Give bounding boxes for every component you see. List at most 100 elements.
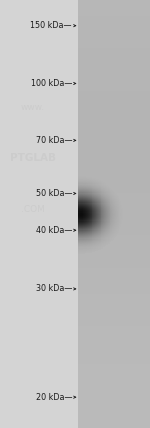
Bar	[79, 206, 80, 207]
Bar	[79, 199, 80, 200]
Bar	[113, 224, 114, 225]
Bar	[96, 211, 97, 213]
Bar	[100, 190, 101, 191]
Bar	[91, 206, 92, 207]
Bar	[103, 220, 104, 222]
Bar	[105, 208, 106, 209]
Bar	[85, 225, 86, 226]
Bar	[80, 240, 81, 241]
Bar	[81, 178, 82, 179]
Bar	[91, 218, 92, 219]
Bar	[78, 190, 79, 191]
Bar	[86, 251, 87, 252]
Bar	[90, 205, 91, 206]
Bar	[94, 177, 95, 178]
Bar	[120, 209, 121, 210]
Bar	[115, 206, 116, 207]
Bar	[112, 189, 113, 190]
Bar	[106, 186, 107, 187]
Bar	[93, 193, 94, 195]
Bar	[84, 233, 85, 234]
Bar	[80, 233, 81, 234]
Bar	[96, 186, 97, 187]
Bar	[96, 196, 97, 197]
Bar	[103, 191, 104, 193]
Bar	[89, 199, 90, 200]
Bar	[92, 249, 93, 250]
Bar	[88, 231, 89, 232]
Bar	[104, 218, 105, 219]
Bar	[89, 237, 90, 238]
Bar	[82, 240, 83, 241]
Bar	[110, 188, 111, 189]
Bar	[98, 216, 99, 217]
Bar	[81, 253, 82, 254]
Bar	[85, 179, 86, 180]
Bar	[79, 222, 80, 223]
Bar	[96, 208, 97, 209]
Bar	[113, 204, 114, 205]
Bar	[83, 243, 84, 244]
Bar	[113, 191, 114, 193]
Bar	[113, 229, 114, 231]
Bar	[91, 251, 92, 252]
Bar	[89, 215, 90, 216]
Bar	[119, 211, 120, 213]
Bar	[117, 204, 118, 205]
Bar	[95, 236, 96, 237]
Bar	[91, 223, 92, 224]
Bar	[83, 217, 84, 218]
Bar	[82, 252, 83, 253]
Bar	[83, 227, 84, 229]
Bar	[107, 231, 108, 232]
Bar	[110, 231, 111, 232]
Bar	[80, 213, 81, 214]
Bar	[80, 253, 81, 254]
Bar	[94, 213, 95, 214]
Bar	[82, 183, 83, 184]
Bar	[111, 207, 112, 208]
Bar	[83, 207, 84, 208]
Bar	[99, 207, 100, 208]
Bar	[88, 204, 89, 205]
Bar	[112, 215, 113, 216]
Bar	[105, 217, 106, 218]
Bar	[94, 226, 95, 227]
Bar	[86, 208, 87, 209]
Bar	[85, 237, 86, 238]
Bar	[87, 181, 88, 182]
Bar	[79, 223, 80, 224]
Bar	[82, 181, 83, 182]
Bar	[88, 223, 89, 224]
Bar	[114, 234, 115, 235]
Bar	[82, 225, 83, 226]
Bar	[79, 175, 80, 177]
Bar	[106, 217, 107, 218]
Bar	[121, 215, 122, 216]
Bar	[79, 234, 80, 235]
Bar	[78, 189, 79, 190]
Bar	[106, 231, 107, 232]
Bar	[98, 187, 99, 188]
Bar	[82, 237, 83, 238]
Bar	[107, 243, 108, 244]
Bar	[88, 182, 89, 183]
Bar	[117, 223, 118, 224]
Bar	[79, 184, 80, 186]
Bar	[118, 206, 119, 207]
Bar	[83, 200, 84, 201]
Bar	[100, 232, 101, 233]
Bar	[103, 234, 104, 235]
Bar	[111, 236, 112, 237]
Bar	[113, 208, 114, 209]
Bar	[98, 180, 99, 181]
Bar	[103, 205, 104, 206]
Bar	[108, 187, 109, 188]
Bar	[95, 215, 96, 216]
Bar	[113, 227, 114, 229]
Bar	[106, 205, 107, 206]
Bar	[79, 240, 80, 241]
Bar	[106, 244, 107, 245]
Bar	[96, 209, 97, 210]
Bar	[89, 207, 90, 208]
